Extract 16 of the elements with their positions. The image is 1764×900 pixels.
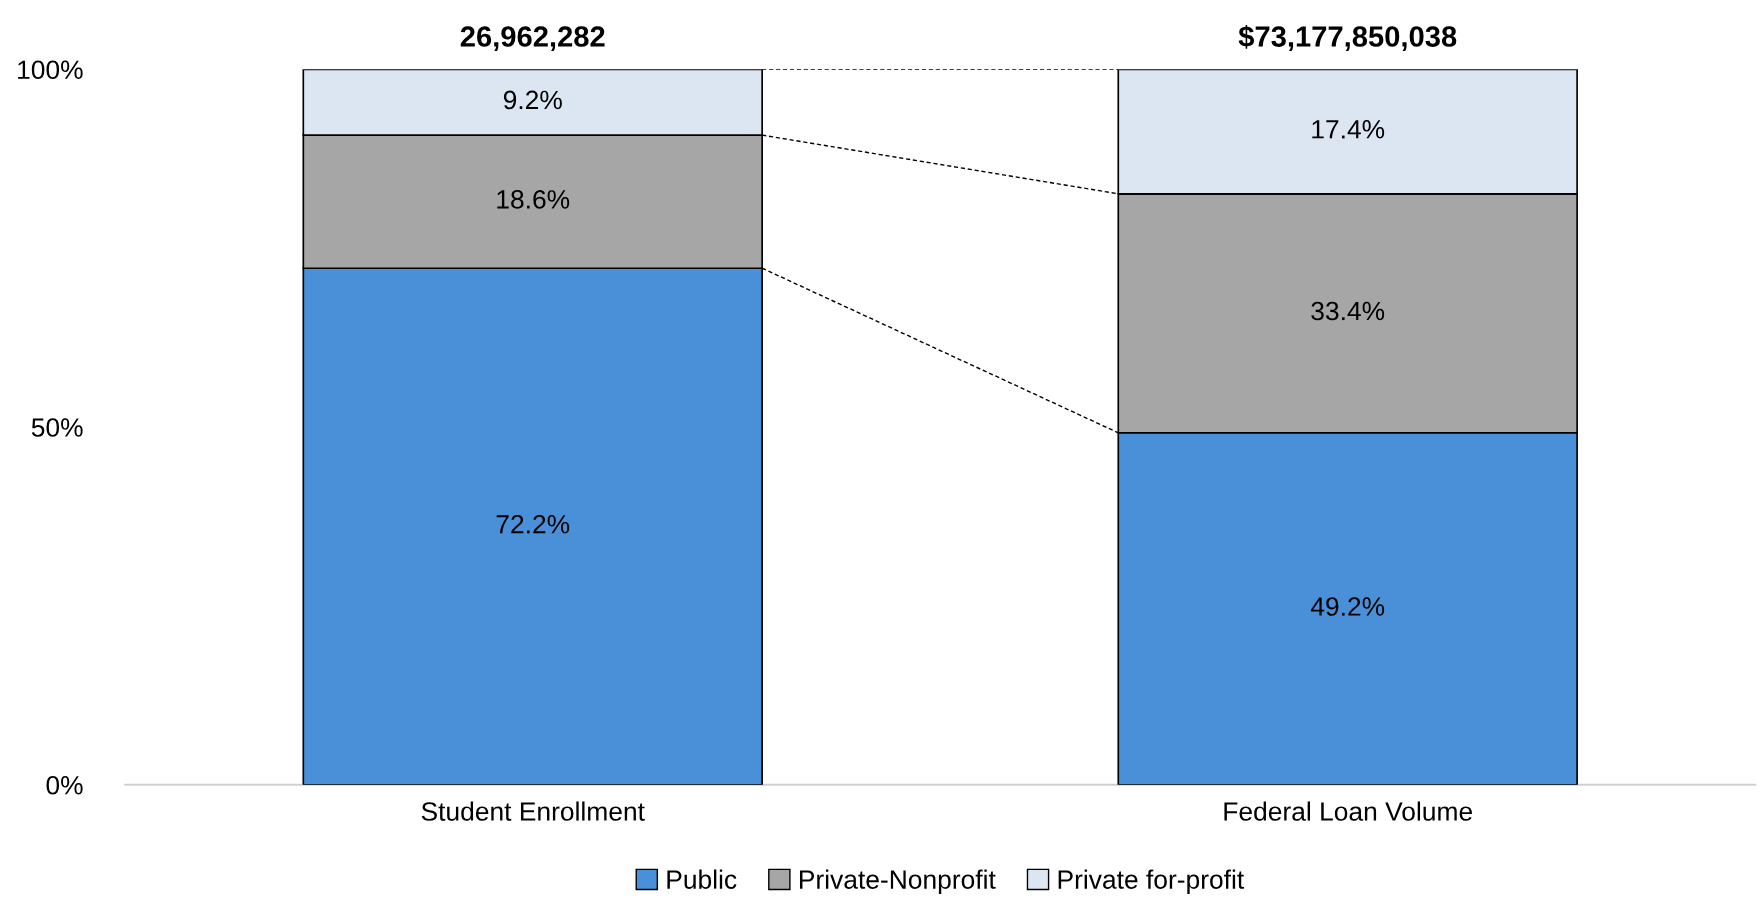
data-label: 18.6% [497,190,570,209]
data-label: 17.4% [1312,120,1385,139]
data-label: 49.2% [1310,597,1385,616]
legend-label: Private-Nonprofit [799,869,996,895]
legend-label: Public [667,869,737,889]
legend-label: Private for-profit [1058,869,1245,895]
annotation: 26,962,282 [460,26,605,52]
data-label: 72.2% [496,514,570,534]
x-tick-label: Student Enrollment [421,801,645,821]
x-tick-label: Federal Loan Volume [1224,801,1472,821]
data-label: 9.2% [503,90,562,110]
y-tick-label: 50% [31,418,83,437]
y-tick-label: 0% [46,775,83,795]
annotation: $73,177,850,038 [1238,24,1457,52]
data-label: 33.4% [1311,301,1385,321]
y-tick-label: 100% [18,60,83,80]
